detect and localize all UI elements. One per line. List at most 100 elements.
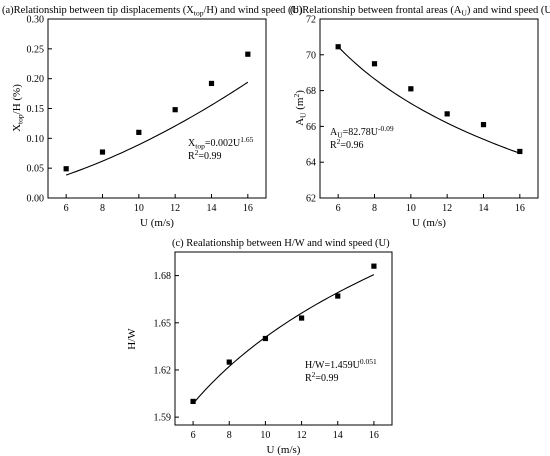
y-tick-label: 64 bbox=[306, 158, 316, 169]
y-tick-label: 1.68 bbox=[154, 271, 172, 282]
r2-value: =0.99 bbox=[198, 151, 221, 162]
equation-rhs: =82.78U bbox=[343, 127, 379, 138]
y-tick-label: 62 bbox=[306, 194, 316, 205]
y-axis-label: H/W bbox=[126, 328, 138, 350]
title-subscript: top bbox=[194, 9, 204, 18]
x-tick-label: 16 bbox=[515, 203, 525, 214]
data-point bbox=[444, 111, 450, 117]
fit-curve bbox=[192, 274, 375, 404]
fit-equation: H/W=1.459U0.051 bbox=[305, 357, 377, 371]
y-tick-label: 0.20 bbox=[27, 74, 45, 85]
chart-title: (c) Realationship between H/W and wind s… bbox=[172, 238, 390, 249]
r-squared: R2=0.96 bbox=[330, 137, 364, 151]
data-point bbox=[208, 80, 215, 87]
equation-exponent: -0.09 bbox=[378, 124, 394, 133]
x-tick-label: 12 bbox=[442, 203, 452, 214]
plot-frame bbox=[319, 18, 539, 199]
y-label-tail: (m bbox=[294, 97, 306, 112]
x-tick-label: 6 bbox=[64, 203, 69, 214]
y-tick-label: 72 bbox=[306, 15, 316, 26]
title-text-tail: ) and wind speed (U) bbox=[467, 5, 550, 16]
y-axis-label: Xtop/H (%) bbox=[11, 84, 25, 132]
y-axis-label: AU (m2) bbox=[292, 90, 308, 126]
y-label-text: A bbox=[294, 118, 306, 126]
chart-title: (b)Relationship between frontal areas (A… bbox=[290, 5, 550, 18]
x-tick-label: 8 bbox=[372, 203, 377, 214]
equation-var: A bbox=[330, 127, 338, 138]
data-point bbox=[99, 149, 106, 155]
data-point bbox=[371, 263, 377, 269]
data-point bbox=[371, 61, 378, 67]
equation-subscript: top bbox=[195, 142, 205, 151]
fit-equation: Xtop=0.002U1.65 bbox=[188, 135, 254, 151]
r-squared: R2=0.99 bbox=[188, 148, 222, 162]
data-point bbox=[298, 315, 305, 321]
fit-equation: AU=82.78U-0.09 bbox=[330, 124, 394, 140]
x-tick-label: 10 bbox=[260, 430, 270, 441]
y-tick-label: 68 bbox=[306, 86, 316, 97]
y-tick-label: 0.05 bbox=[27, 164, 45, 175]
x-tick-label: 12 bbox=[297, 430, 307, 441]
title-subscript: U bbox=[461, 9, 467, 18]
data-point bbox=[335, 293, 341, 299]
x-tick-label: 10 bbox=[134, 203, 144, 214]
data-point bbox=[408, 86, 414, 92]
r2-exponent: 2 bbox=[195, 148, 199, 157]
title-text: (a)Relationship between tip displacement… bbox=[2, 5, 194, 16]
x-axis-label: U (m/s) bbox=[412, 217, 446, 229]
y-tick-label: 70 bbox=[306, 50, 316, 61]
y-tick-label: 0.00 bbox=[27, 194, 45, 205]
y-label-end: ) bbox=[294, 90, 306, 94]
y-label-superscript: 2 bbox=[292, 94, 301, 98]
data-point bbox=[190, 398, 196, 405]
x-tick-label: 14 bbox=[479, 203, 489, 214]
fit-curve bbox=[65, 81, 249, 176]
fit-curve bbox=[337, 46, 521, 154]
x-tick-label: 16 bbox=[369, 430, 379, 441]
x-tick-label: 10 bbox=[406, 203, 416, 214]
title-text-tail: /H) and wind speed (U) bbox=[203, 5, 303, 16]
chart-title: (a)Relationship between tip displacement… bbox=[2, 5, 303, 18]
plot-frame bbox=[174, 251, 393, 426]
data-point bbox=[63, 166, 69, 172]
equation-var: X bbox=[188, 138, 196, 149]
equation-subscript: U bbox=[337, 131, 343, 140]
x-tick-label: 14 bbox=[207, 203, 217, 214]
y-tick-label: 66 bbox=[306, 122, 316, 133]
title-text: (c) Realationship between H/W and wind s… bbox=[172, 238, 390, 249]
equation-exponent: 0.051 bbox=[360, 357, 377, 366]
y-label-subscript: top bbox=[16, 114, 25, 124]
y-tick-label: 0.10 bbox=[27, 134, 45, 145]
data-point bbox=[226, 359, 232, 365]
equation-exponent: 1.65 bbox=[240, 135, 253, 144]
data-point bbox=[262, 335, 269, 342]
equation-rhs: =1.459U bbox=[324, 360, 360, 371]
plot-frame bbox=[47, 18, 267, 199]
data-point bbox=[517, 148, 523, 155]
chart-panel-b: (b)Relationship between frontal areas (A… bbox=[290, 5, 550, 229]
chart-panel-c: (c) Realationship between H/W and wind s… bbox=[126, 238, 393, 456]
data-point bbox=[245, 51, 251, 57]
r-squared: R2=0.99 bbox=[305, 370, 339, 384]
y-label-subscript: U bbox=[299, 112, 308, 118]
r2-value: =0.99 bbox=[315, 373, 338, 384]
x-tick-label: 12 bbox=[170, 203, 180, 214]
equation-rhs: =0.002U bbox=[205, 138, 241, 149]
data-point bbox=[335, 44, 341, 50]
data-point bbox=[172, 107, 178, 113]
r2-label: R bbox=[188, 151, 195, 162]
r2-value: =0.96 bbox=[340, 140, 363, 151]
y-label-text: X bbox=[11, 124, 23, 132]
y-tick-label: 0.25 bbox=[27, 44, 45, 55]
x-axis-label: U (m/s) bbox=[140, 217, 174, 229]
y-tick-label: 0.15 bbox=[27, 104, 45, 115]
x-tick-label: 14 bbox=[333, 430, 343, 441]
x-tick-label: 16 bbox=[243, 203, 253, 214]
r2-label: R bbox=[330, 140, 337, 151]
r2-exponent: 2 bbox=[312, 370, 316, 379]
y-tick-label: 1.59 bbox=[154, 413, 172, 424]
y-tick-label: 0.30 bbox=[27, 15, 45, 26]
title-text: (b)Relationship between frontal areas (A bbox=[290, 5, 462, 16]
equation-var: H/W bbox=[305, 360, 325, 371]
x-axis-label: U (m/s) bbox=[267, 444, 301, 456]
